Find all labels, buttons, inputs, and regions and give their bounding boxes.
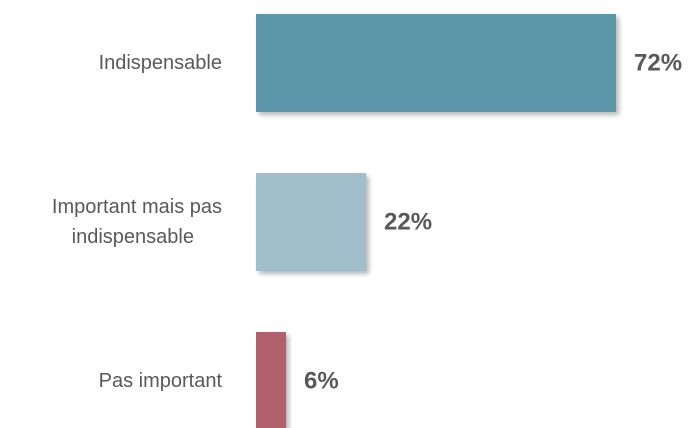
category-label-1-line-0: Important mais pas [52, 196, 222, 218]
category-label-2-line-0: Pas important [99, 370, 223, 392]
value-label-1: 22% [384, 209, 432, 236]
bar-1 [256, 173, 366, 271]
category-label-0-line-0: Indispensable [99, 52, 222, 74]
bars-layer [256, 14, 616, 428]
bar-2 [256, 332, 286, 428]
category-label-1-line-1: indispensable [72, 226, 194, 248]
value-label-2: 6% [304, 368, 339, 395]
value-label-0: 72% [634, 50, 682, 77]
bar-0 [256, 14, 616, 112]
labels-layer: 72% Indispensable 22% Important mais pas ind… [52, 50, 682, 395]
